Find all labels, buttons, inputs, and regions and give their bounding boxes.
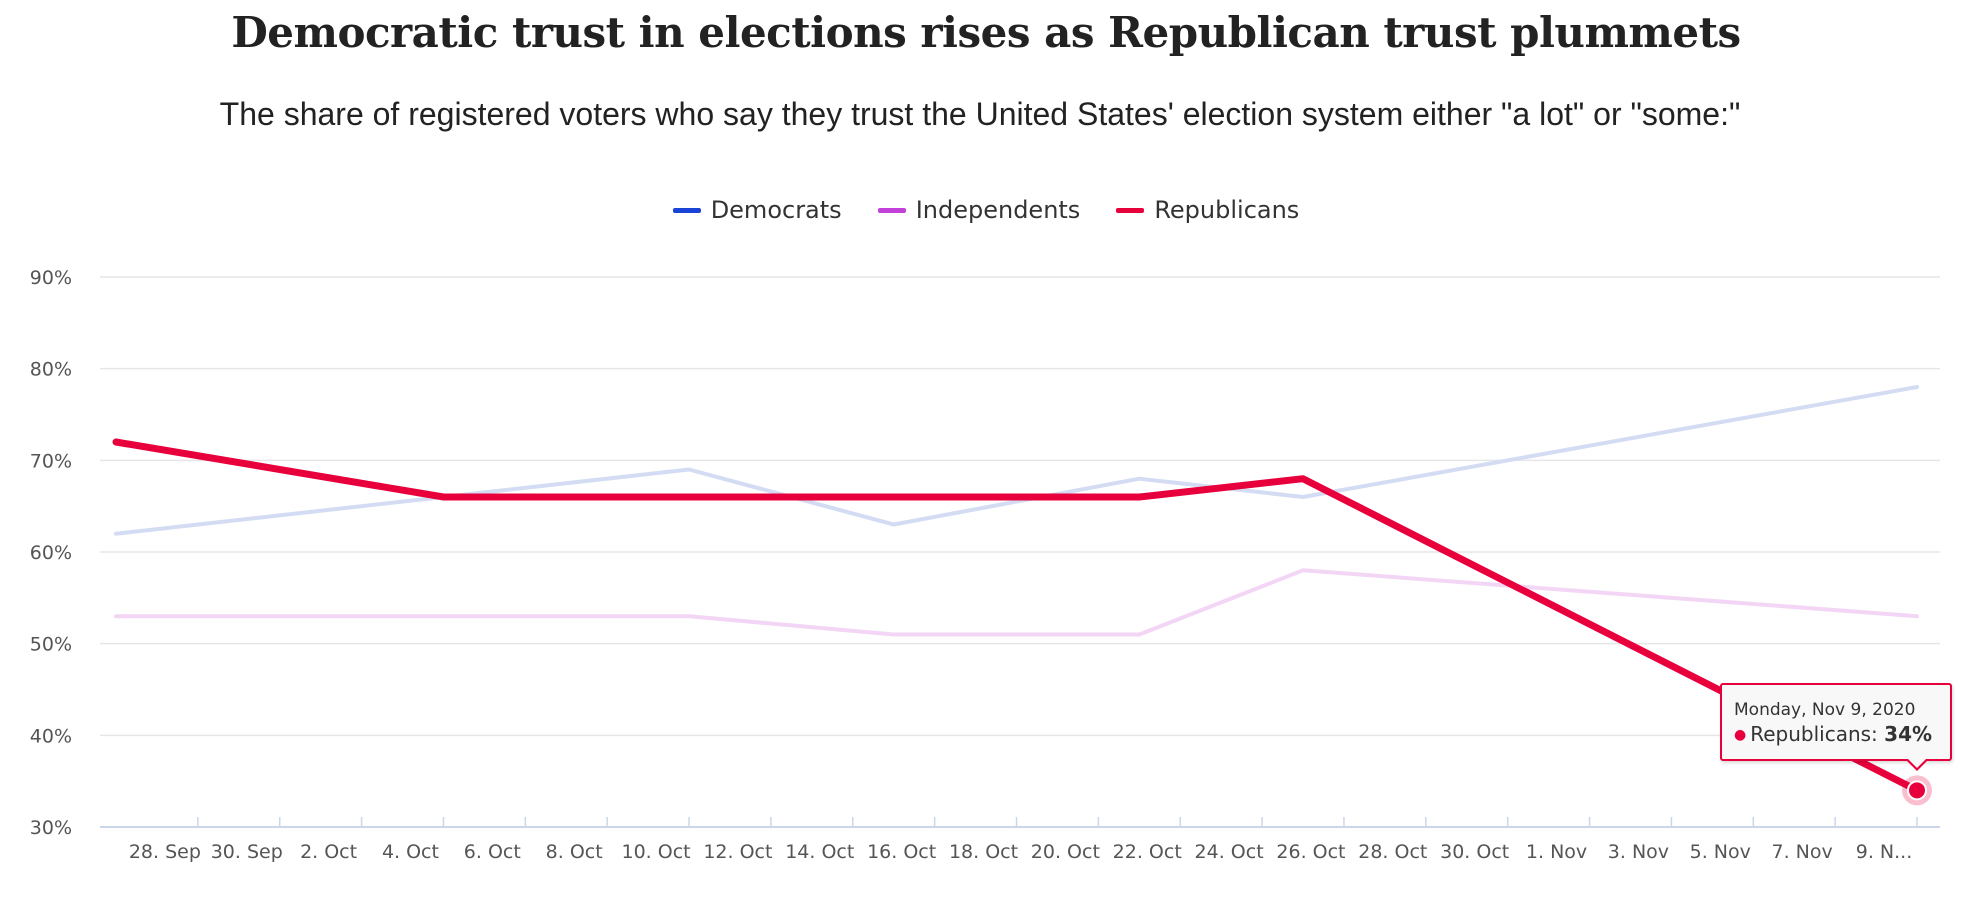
x-axis-labels: 28. Sep 30. Sep 2. Oct 4. Oct 6. Oct 8. Oct 10… (129, 841, 1912, 863)
legend-item-independents[interactable]: Independents (877, 196, 1081, 224)
y-tick-label: 30% (30, 817, 72, 839)
tooltip-date: Monday, Nov 9, 2020 (1734, 700, 1916, 720)
legend-item-democrats[interactable]: Democrats (672, 196, 842, 224)
x-tick-label: 22. Oct (1113, 841, 1182, 863)
chart-subtitle: The share of registered voters who say t… (219, 96, 1741, 132)
y-tick-label: 90% (30, 267, 72, 289)
x-tick-label: 10. Oct (621, 841, 690, 863)
x-tick-label: 1. Nov (1526, 841, 1587, 863)
legend-item-republicans[interactable]: Republicans (1116, 196, 1299, 224)
tooltip-value: 34% (1884, 722, 1933, 746)
legend-swatch-republicans (1116, 207, 1145, 213)
tooltip-series-label: Republicans: (1750, 722, 1885, 746)
x-tick-label: 20. Oct (1031, 841, 1100, 863)
legend-swatch-independents (877, 207, 906, 213)
legend-swatch-democrats (672, 207, 701, 213)
x-tick-label: 26. Oct (1276, 841, 1345, 863)
tooltip-row: ● Republicans: 34% (1734, 720, 1950, 749)
chart-title: Democratic trust in elections rises as R… (231, 8, 1741, 57)
y-tick-label: 60% (30, 542, 72, 564)
grid-lines (100, 276, 1940, 737)
x-tick-label: 8. Oct (546, 841, 603, 863)
hover-point[interactable] (1907, 780, 1927, 801)
y-axis-labels: 30% 40% 50% 60% 70% 80% 90% (30, 267, 72, 839)
x-tick-label: 28. Oct (1358, 841, 1427, 863)
x-tick-label: 30. Oct (1440, 841, 1509, 863)
x-tick-label: 4. Oct (382, 841, 439, 863)
x-tick-label: 18. Oct (949, 841, 1018, 863)
legend-label-republicans: Republicans (1154, 196, 1300, 224)
chart-tooltip: Monday, Nov 9, 2020 ● Republicans: 34% (1720, 683, 1952, 771)
x-tick-label: 28. Sep (129, 841, 201, 863)
y-tick-label: 50% (30, 634, 72, 656)
x-tick-label: 24. Oct (1195, 841, 1264, 863)
legend-label-independents: Independents (915, 196, 1081, 224)
y-tick-label: 70% (30, 450, 72, 472)
x-tick-label: 5. Nov (1690, 841, 1751, 863)
y-tick-label: 80% (30, 359, 72, 381)
x-tick-label: 7. Nov (1772, 841, 1833, 863)
x-axis (100, 817, 1940, 828)
x-tick-label: 14. Oct (785, 841, 854, 863)
series-lines (112, 385, 1921, 794)
legend-label-democrats: Democrats (710, 196, 842, 224)
x-tick-label: 6. Oct (464, 841, 521, 863)
chart-legend: Democrats Independents Republicans (0, 196, 1972, 224)
x-tick-label: 3. Nov (1608, 841, 1669, 863)
hover-markers (1902, 775, 1932, 806)
x-tick-label: 30. Sep (211, 841, 283, 863)
tooltip-series-dot: ● (1734, 727, 1747, 743)
x-tick-label: 2. Oct (300, 841, 357, 863)
x-tick-label: 16. Oct (867, 841, 936, 863)
y-tick-label: 40% (30, 725, 72, 747)
series-line-republicans[interactable] (112, 438, 1921, 794)
x-tick-label: 12. Oct (703, 841, 772, 863)
series-line-independents[interactable] (114, 568, 1919, 637)
x-tick-label: 9. N... (1856, 841, 1913, 863)
